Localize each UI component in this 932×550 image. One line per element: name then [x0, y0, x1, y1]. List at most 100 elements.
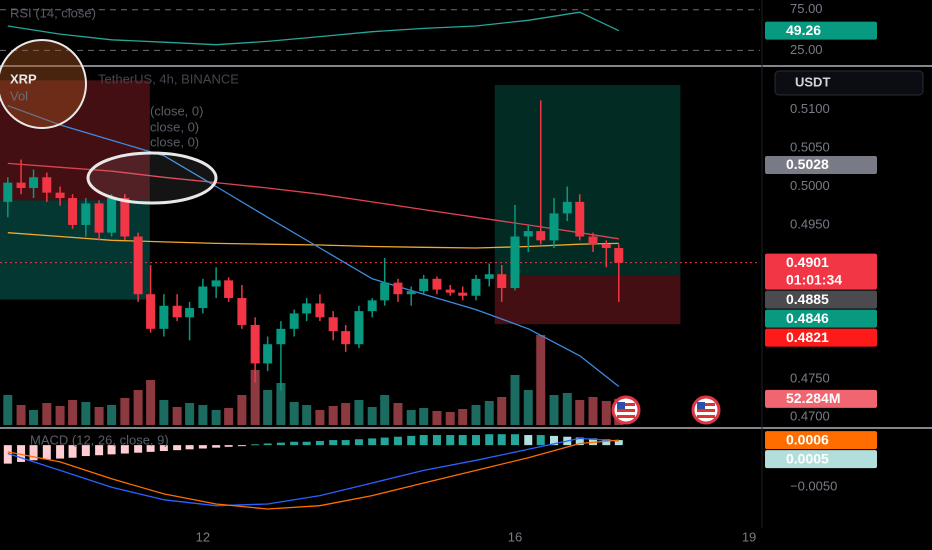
macd-histogram-bar — [173, 445, 182, 451]
volume-tag-label: 52.284M — [786, 390, 840, 406]
symbol: XRP — [10, 71, 37, 86]
currency-button[interactable] — [774, 70, 924, 96]
symbol-circle — [0, 39, 87, 129]
y-tick-label: 0.5100 — [790, 101, 830, 116]
volume-bar — [601, 401, 611, 425]
volume-bar — [68, 400, 78, 425]
volume-bar — [237, 395, 247, 425]
candle-body — [250, 324, 260, 364]
candle-body — [445, 289, 455, 293]
candle-body — [107, 198, 117, 233]
candle-body — [510, 236, 520, 289]
macd-histogram-bar — [524, 435, 533, 446]
volume-bar — [81, 402, 91, 425]
candle-body — [237, 298, 247, 325]
position-profit-zone — [494, 84, 681, 275]
macd-histogram-bar — [251, 444, 260, 446]
macd-histogram-bar — [315, 440, 324, 446]
volume-bar — [315, 410, 325, 425]
volume-bar — [562, 393, 572, 425]
candle-body — [120, 198, 130, 237]
macd-histogram-bar — [212, 445, 221, 448]
candle-body — [172, 305, 182, 318]
macd-histogram-bar — [419, 435, 428, 446]
volume-bar — [445, 412, 455, 425]
candle-body — [315, 303, 325, 318]
candle-body — [198, 286, 208, 309]
macd-line — [7, 437, 619, 507]
candle-body — [614, 248, 624, 263]
candle-body — [146, 294, 156, 329]
volume-bar — [484, 401, 494, 425]
macd-tag-label: 0.0006 — [786, 431, 829, 447]
y-tick-label: 0.4750 — [790, 370, 830, 385]
macd-histogram-bar — [42, 445, 51, 460]
rsi-title: RSI (14, close) — [10, 5, 96, 20]
price-tag-label: 0.4885 — [786, 291, 829, 307]
volume-bar — [471, 405, 481, 425]
volume-bar — [380, 395, 390, 425]
volume-bar — [510, 375, 520, 425]
volume-bar — [432, 411, 442, 425]
candle-body — [575, 201, 585, 237]
main-layer — [3, 11, 624, 510]
volume-bar — [211, 410, 221, 425]
rsi-tag-label: 49.26 — [786, 22, 821, 38]
macd-histogram-bar — [536, 435, 545, 446]
price-tag — [765, 328, 877, 347]
macd-histogram-bar — [134, 445, 143, 453]
legend-item: (close, 0) — [150, 103, 203, 118]
volume-bar — [341, 403, 351, 425]
countdown: 01:01:34 — [786, 271, 842, 287]
volume-bar — [536, 335, 546, 425]
candle-body — [380, 282, 390, 301]
volume-bar — [419, 408, 429, 425]
x-tick-label: 16 — [508, 529, 522, 544]
macd-histogram-bar — [263, 443, 272, 446]
macd-histogram-bar — [302, 441, 311, 446]
candle-body — [29, 177, 39, 189]
volume-bar — [29, 410, 39, 425]
candle-body — [224, 280, 234, 299]
rsi-tag — [765, 21, 877, 40]
macd-histogram-bar — [3, 445, 12, 464]
legend-item: close, 0) — [150, 134, 199, 149]
position-loss-zone — [494, 274, 681, 325]
price-tag — [765, 290, 877, 309]
volume-bar — [159, 400, 169, 425]
macd-tag — [765, 431, 877, 450]
macd-histogram-bar — [341, 440, 350, 446]
macd-title: MACD (12, 26, close, 9) — [30, 432, 169, 447]
volume-bar — [289, 402, 299, 425]
y-tick-label: 0.5050 — [790, 139, 830, 154]
y-tick-label: 75.00 — [790, 1, 823, 16]
candle-body — [601, 244, 611, 249]
candle-body — [42, 177, 52, 193]
candle-body — [419, 278, 429, 292]
candle-body — [432, 278, 442, 290]
macd-histogram-bar — [393, 436, 402, 446]
macd-histogram-bar — [575, 437, 584, 446]
y-tick-label: 0.4950 — [790, 216, 830, 231]
macd-histogram-bar — [198, 445, 207, 449]
candle-body — [562, 201, 572, 214]
macd-tag — [765, 450, 877, 469]
y-tick-label: 25.00 — [790, 42, 823, 57]
candle-body — [289, 313, 299, 329]
candle-body — [497, 274, 507, 289]
volume-bar — [497, 397, 507, 425]
candle-body — [458, 292, 468, 296]
x-tick-label: 12 — [196, 529, 210, 544]
candle-body — [406, 291, 416, 295]
volume-bar — [367, 407, 377, 425]
candle-body — [68, 198, 78, 225]
currency-label[interactable]: USDT — [795, 74, 830, 89]
volume-bar — [198, 405, 208, 425]
candle-body — [328, 317, 338, 332]
candle-body — [393, 282, 403, 295]
volume-bar — [250, 370, 260, 425]
legend-item: close, 0) — [150, 119, 199, 134]
us-flag-icon — [691, 395, 721, 425]
volume-bar — [575, 400, 585, 425]
